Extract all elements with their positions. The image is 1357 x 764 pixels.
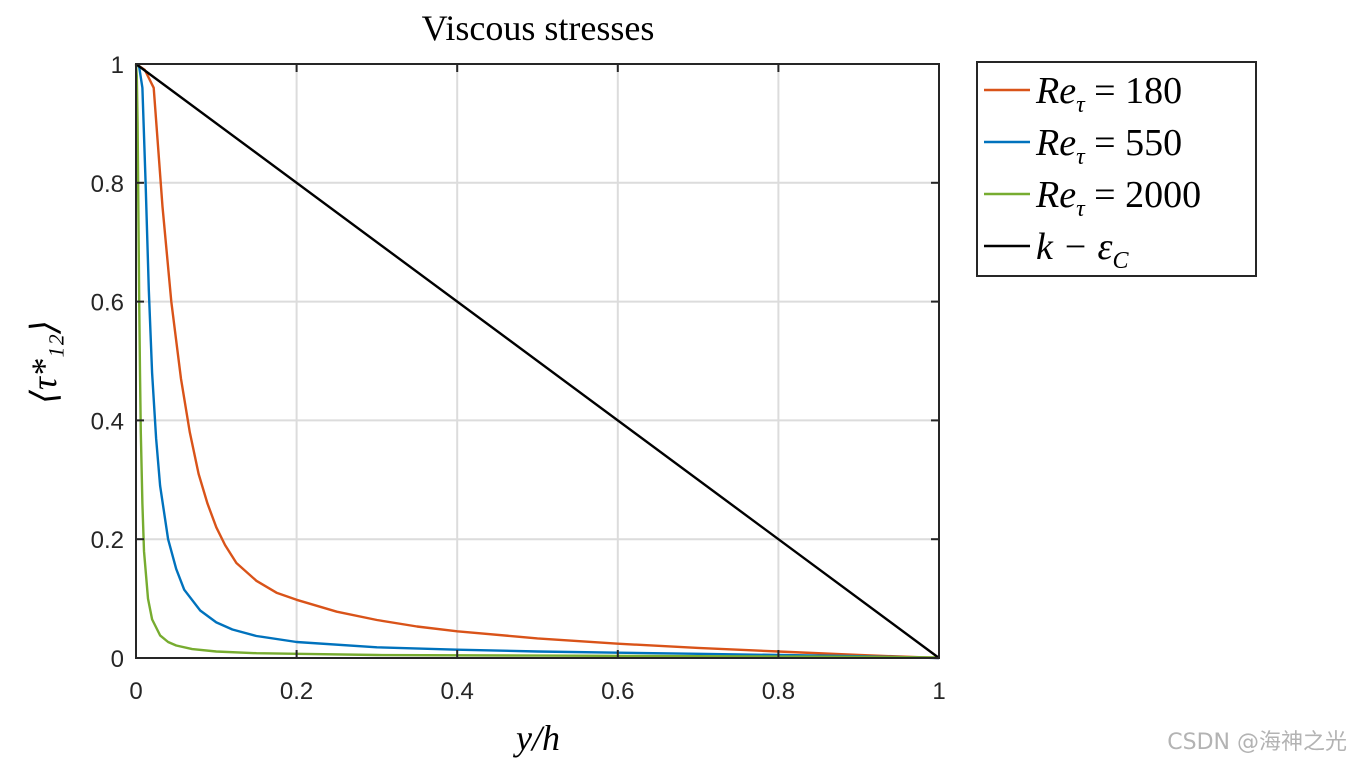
- plot-area-frame: [135, 63, 940, 659]
- tick-marks: [135, 63, 940, 659]
- legend-entry-base: Re: [1035, 70, 1076, 112]
- legend-entry-base: Re: [1035, 122, 1076, 164]
- y-tick-label: 0: [111, 646, 124, 673]
- legend-entry-rest: = 550: [1085, 122, 1182, 164]
- series-lines: [134, 63, 940, 660]
- legend-entry: k − εC: [1036, 226, 1129, 274]
- legend-entry-sub: τ: [1076, 144, 1086, 170]
- x-axis-label: y/h: [513, 718, 560, 758]
- x-tick-label: 0.2: [280, 678, 313, 705]
- series-line-0: [135, 63, 940, 660]
- legend-box: [976, 61, 1257, 277]
- x-tick-label: 0.4: [441, 678, 474, 705]
- series-line-2: [134, 63, 940, 659]
- legend-entry: Reτ = 180: [1035, 70, 1182, 118]
- legend-entry-base: k − ε: [1036, 226, 1113, 268]
- chart-title: Viscous stresses: [422, 8, 655, 48]
- legend-entry-sub: τ: [1076, 196, 1086, 222]
- legend-entry-rest: = 2000: [1085, 174, 1201, 216]
- legend-entry-base: Re: [1035, 174, 1076, 216]
- y-tick-label: 0.2: [91, 527, 124, 554]
- x-tick-label: 0: [129, 678, 142, 705]
- y-axis-label: ⟨τ*₁₂⟩: [24, 320, 64, 404]
- legend-entry: Reτ = 550: [1035, 122, 1182, 170]
- x-tick-labels: 0 0.2 0.4 0.6 0.8 1: [129, 678, 945, 705]
- series-line-3: [135, 63, 940, 659]
- y-tick-label: 1: [111, 52, 124, 79]
- legend-entry-rest: = 180: [1085, 70, 1182, 112]
- y-tick-label: 0.8: [91, 171, 124, 198]
- y-tick-labels: 0 0.2 0.4 0.6 0.8 1: [91, 52, 124, 673]
- legend-entry-sub: τ: [1076, 92, 1086, 118]
- series-line-1: [135, 63, 940, 660]
- y-tick-label: 0.6: [91, 290, 124, 317]
- y-tick-label: 0.4: [91, 408, 124, 435]
- legend-entry: Reτ = 2000: [1035, 174, 1201, 222]
- x-tick-label: 1: [932, 678, 945, 705]
- x-tick-label: 0.6: [601, 678, 634, 705]
- x-tick-label: 0.8: [762, 678, 795, 705]
- legend-entry-sub: C: [1112, 248, 1129, 274]
- watermark: CSDN @海神之光: [1167, 730, 1347, 755]
